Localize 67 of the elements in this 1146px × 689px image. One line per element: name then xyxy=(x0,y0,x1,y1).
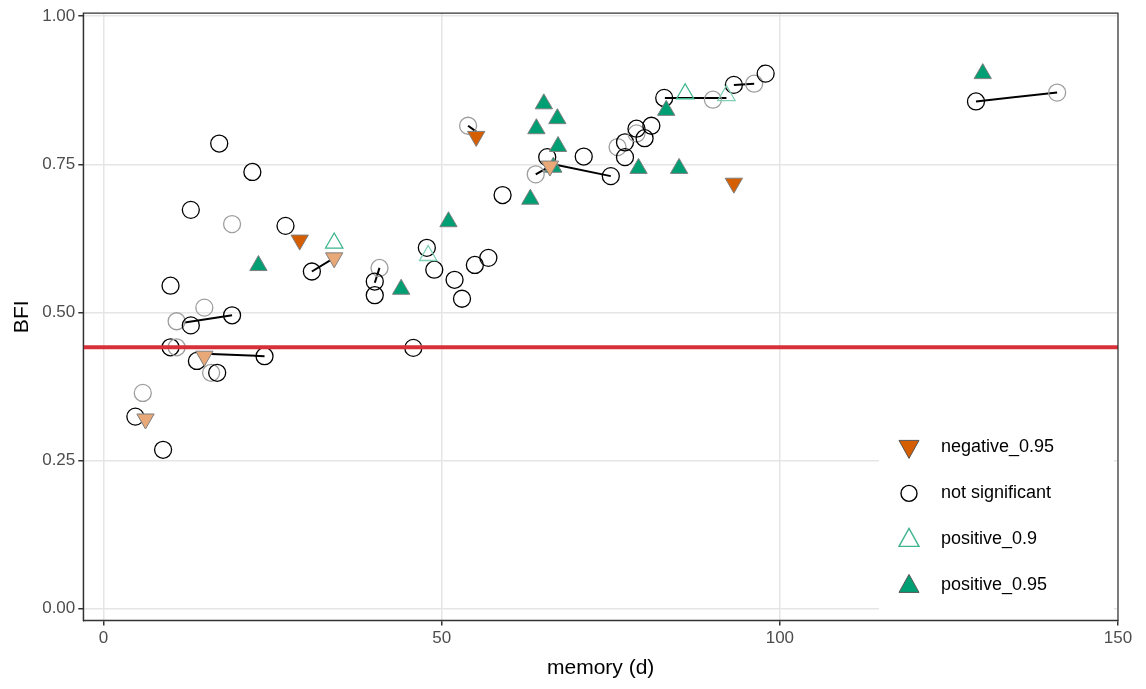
point xyxy=(966,92,986,111)
point xyxy=(608,137,627,157)
point xyxy=(627,124,646,143)
y-tick-label: 0.50 xyxy=(42,302,76,322)
point xyxy=(167,312,186,331)
point xyxy=(208,363,227,382)
point xyxy=(601,166,620,186)
point xyxy=(161,338,180,357)
point xyxy=(153,440,173,459)
y-tick-label: 0.75 xyxy=(42,153,76,173)
point xyxy=(133,383,152,403)
point xyxy=(243,162,262,182)
legend-label: not significant xyxy=(941,482,1052,503)
point xyxy=(627,119,646,138)
point xyxy=(187,351,207,371)
point xyxy=(538,148,557,167)
point xyxy=(181,200,200,220)
legend-label: negative_0.95 xyxy=(941,436,1055,458)
point xyxy=(126,407,145,426)
point xyxy=(222,306,242,325)
point xyxy=(365,272,384,291)
y-tick-label: 0.25 xyxy=(42,450,76,470)
point xyxy=(635,129,654,148)
point xyxy=(493,185,512,205)
point xyxy=(276,216,295,236)
point xyxy=(167,338,186,357)
point xyxy=(181,316,200,335)
point xyxy=(724,75,744,95)
point xyxy=(201,363,221,382)
point xyxy=(195,298,214,317)
x-tick-label: 50 xyxy=(432,628,452,648)
point xyxy=(756,64,775,83)
x-tick-label: 150 xyxy=(1103,628,1133,648)
point xyxy=(574,147,593,166)
point xyxy=(365,286,384,305)
point xyxy=(222,214,242,234)
point xyxy=(745,74,764,93)
x-tick-label: 0 xyxy=(98,628,109,648)
x-axis-title: memory (d) xyxy=(546,655,655,679)
point xyxy=(458,116,478,135)
point xyxy=(655,88,674,108)
point xyxy=(615,148,635,167)
y-tick-label: 0.00 xyxy=(42,598,76,618)
point xyxy=(973,63,992,80)
point xyxy=(445,270,464,289)
point xyxy=(425,260,444,279)
y-axis-title: BFI xyxy=(9,300,33,334)
legend-label: positive_0.9 xyxy=(941,528,1038,550)
point xyxy=(1047,83,1067,102)
x-tick-label: 100 xyxy=(765,628,795,648)
point xyxy=(452,289,472,308)
point xyxy=(161,276,180,295)
point xyxy=(703,90,723,109)
y-tick-label: 1.00 xyxy=(42,5,76,25)
point xyxy=(255,347,274,366)
legend-label: positive_0.95 xyxy=(941,574,1048,596)
point xyxy=(548,108,567,125)
point xyxy=(526,165,545,184)
point xyxy=(404,338,423,358)
point xyxy=(642,116,661,135)
point xyxy=(370,258,389,278)
point xyxy=(615,133,635,152)
point xyxy=(302,262,322,281)
point xyxy=(465,255,485,275)
point xyxy=(417,238,436,257)
point xyxy=(210,134,229,153)
point xyxy=(479,248,498,268)
